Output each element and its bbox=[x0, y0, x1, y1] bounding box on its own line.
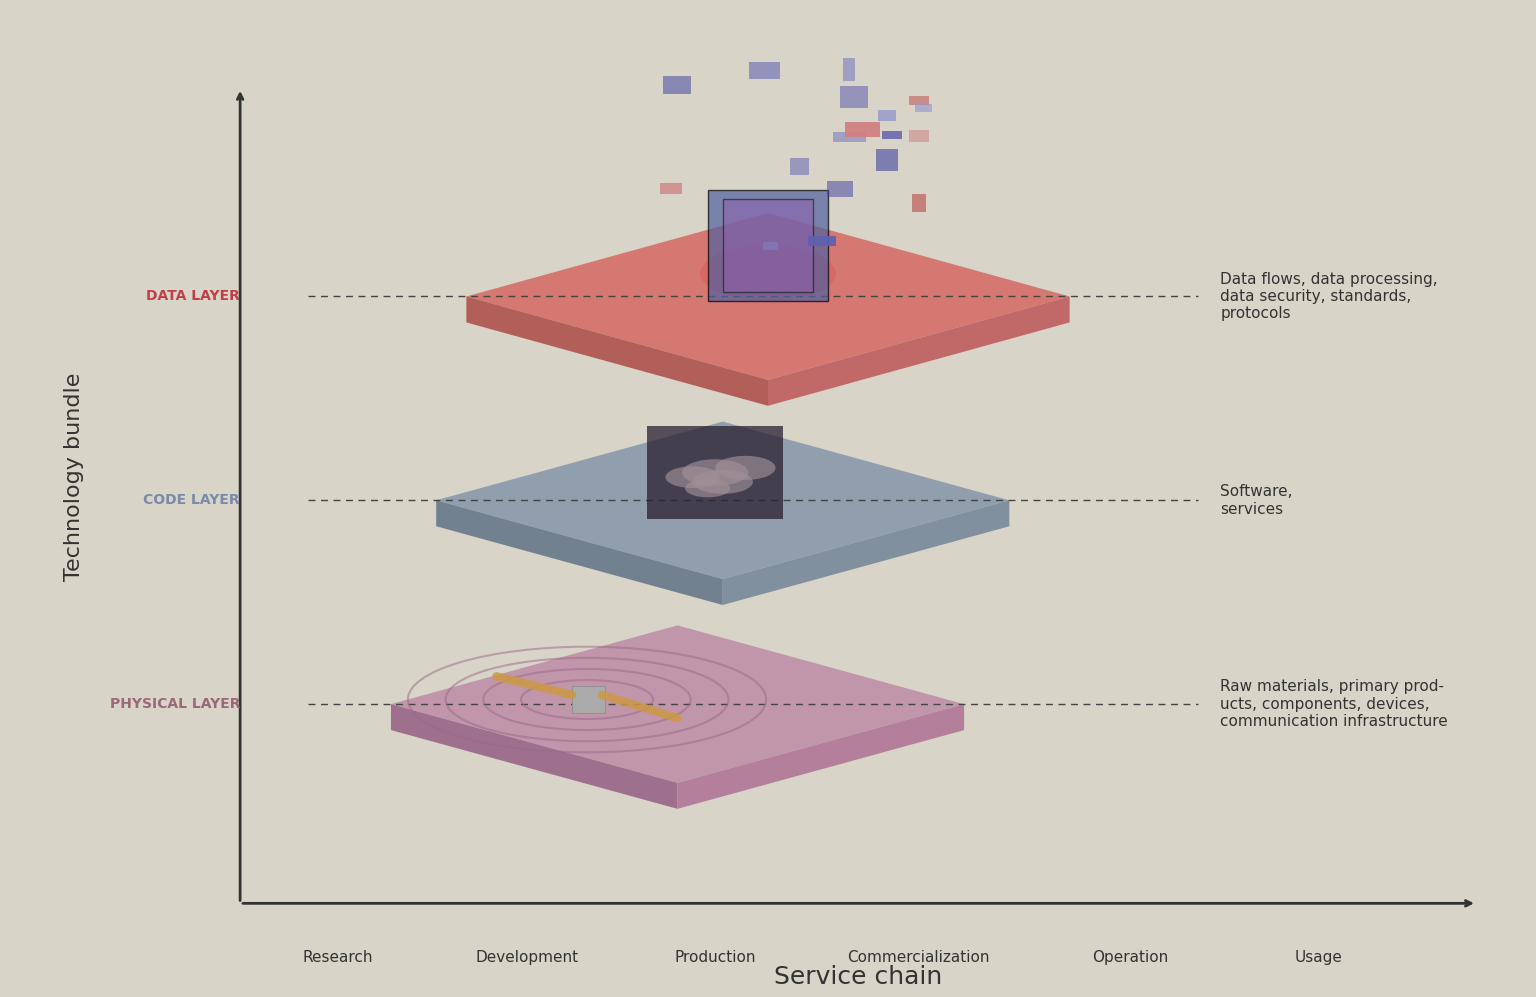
Bar bbox=[843, 58, 856, 81]
Ellipse shape bbox=[665, 467, 720, 488]
Bar bbox=[647, 426, 783, 518]
Bar bbox=[750, 62, 780, 79]
Text: Commercialization: Commercialization bbox=[848, 950, 991, 965]
Bar bbox=[790, 158, 809, 174]
FancyBboxPatch shape bbox=[708, 189, 828, 301]
Text: Research: Research bbox=[303, 950, 373, 965]
Polygon shape bbox=[392, 625, 965, 783]
Bar bbox=[828, 181, 852, 197]
Text: Data flows, data processing,
data security, standards,
protocols: Data flows, data processing, data securi… bbox=[1221, 271, 1438, 321]
Polygon shape bbox=[677, 704, 965, 809]
Polygon shape bbox=[467, 296, 768, 406]
Text: Operation: Operation bbox=[1092, 950, 1167, 965]
Text: Production: Production bbox=[674, 950, 756, 965]
Ellipse shape bbox=[716, 456, 776, 480]
Ellipse shape bbox=[700, 245, 836, 301]
Bar bbox=[571, 686, 605, 714]
Bar bbox=[882, 131, 902, 140]
Ellipse shape bbox=[682, 460, 748, 486]
Ellipse shape bbox=[693, 470, 753, 494]
FancyBboxPatch shape bbox=[723, 199, 813, 292]
Polygon shape bbox=[768, 296, 1069, 406]
Bar bbox=[909, 131, 929, 143]
Bar bbox=[877, 110, 895, 121]
Polygon shape bbox=[467, 213, 1069, 380]
Polygon shape bbox=[436, 422, 1009, 579]
Bar bbox=[912, 194, 926, 211]
Polygon shape bbox=[723, 500, 1009, 605]
Text: PHYSICAL LAYER: PHYSICAL LAYER bbox=[109, 697, 240, 711]
Polygon shape bbox=[436, 500, 723, 605]
Bar bbox=[763, 242, 779, 250]
Text: Development: Development bbox=[475, 950, 578, 965]
Text: DATA LAYER: DATA LAYER bbox=[146, 289, 240, 303]
Text: Raw materials, primary prod-
ucts, components, devices,
communication infrastruc: Raw materials, primary prod- ucts, compo… bbox=[1221, 679, 1448, 729]
Ellipse shape bbox=[685, 480, 730, 498]
Text: Software,
services: Software, services bbox=[1221, 485, 1293, 516]
Bar bbox=[659, 182, 682, 194]
Bar bbox=[840, 87, 868, 109]
Polygon shape bbox=[392, 704, 677, 809]
Text: CODE LAYER: CODE LAYER bbox=[143, 494, 240, 507]
Bar bbox=[808, 236, 836, 246]
Bar bbox=[664, 76, 691, 95]
Bar bbox=[915, 104, 932, 112]
Text: Service chain: Service chain bbox=[774, 965, 943, 989]
Text: Technology bundle: Technology bundle bbox=[65, 373, 84, 581]
Text: Usage: Usage bbox=[1295, 950, 1342, 965]
Bar bbox=[876, 150, 899, 171]
Bar bbox=[909, 96, 929, 105]
Bar bbox=[833, 132, 866, 142]
Bar bbox=[845, 122, 880, 137]
